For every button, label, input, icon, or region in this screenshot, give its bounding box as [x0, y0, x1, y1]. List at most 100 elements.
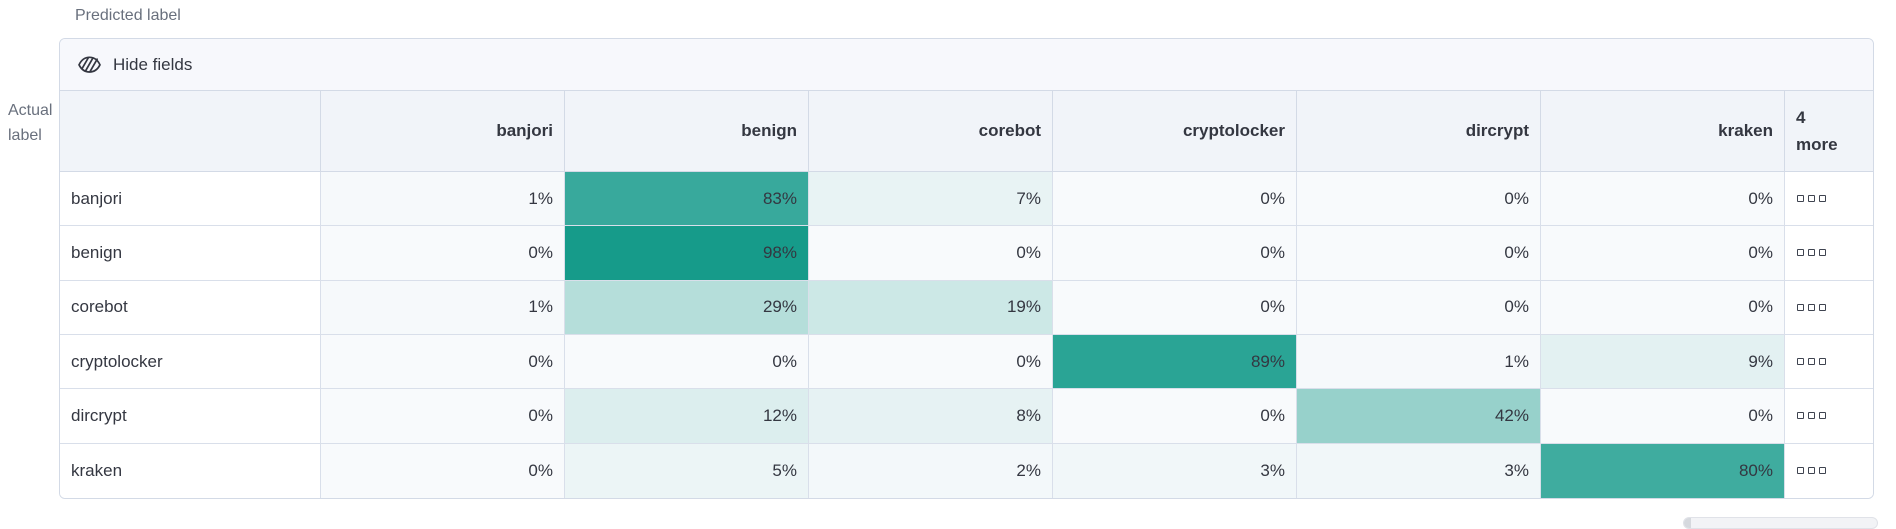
box-glyph	[1797, 467, 1804, 475]
hide-fields-label: Hide fields	[113, 54, 193, 74]
box-glyph	[1797, 303, 1804, 311]
cell-benign-corebot[interactable]: 0%	[809, 226, 1053, 281]
actual-axis-label: Actual label	[8, 99, 52, 149]
cell-dircrypt-cryptolocker[interactable]: 0%	[1053, 389, 1297, 444]
cell-cryptolocker-benign[interactable]: 0%	[565, 334, 809, 390]
cell-dircrypt-corebot[interactable]: 8%	[809, 389, 1053, 444]
cell-corebot-cryptolocker[interactable]: 0%	[1053, 280, 1297, 335]
predicted-axis-label: Predicted label	[75, 7, 181, 24]
box-glyph	[1819, 467, 1826, 475]
box-glyph	[1808, 412, 1815, 420]
box-glyph	[1819, 195, 1826, 203]
column-header-benign[interactable]: benign	[565, 91, 809, 172]
cell-banjori-banjori[interactable]: 1%	[321, 172, 565, 227]
box-glyph	[1819, 249, 1826, 257]
cell-corebot-banjori[interactable]: 1%	[321, 280, 565, 335]
box-glyph	[1819, 412, 1826, 420]
eye-closed-icon	[78, 56, 101, 73]
matrix-row-dircrypt: dircrypt 0% 12% 8% 0% 42% 0%	[60, 389, 1873, 444]
box-glyph	[1808, 303, 1815, 311]
matrix-row-corebot: corebot 1% 29% 19% 0% 0% 0%	[60, 280, 1873, 335]
row-more-actions-kraken[interactable]	[1785, 443, 1873, 498]
row-label-corebot: corebot	[60, 280, 321, 335]
matrix-row-cryptolocker: cryptolocker 0% 0% 0% 89% 1% 9%	[60, 334, 1873, 390]
cell-cryptolocker-corebot[interactable]: 0%	[809, 334, 1053, 390]
cell-benign-kraken[interactable]: 0%	[1541, 226, 1785, 281]
cell-benign-banjori[interactable]: 0%	[321, 226, 565, 281]
box-glyph	[1819, 303, 1826, 311]
cell-dircrypt-kraken[interactable]: 0%	[1541, 389, 1785, 444]
row-label-benign: benign	[60, 226, 321, 281]
boxes-horizontal-icon	[1797, 195, 1826, 203]
box-glyph	[1797, 412, 1804, 420]
cell-cryptolocker-cryptolocker[interactable]: 89%	[1053, 334, 1297, 390]
cell-banjori-kraken[interactable]: 0%	[1541, 172, 1785, 227]
column-header-dircrypt[interactable]: dircrypt	[1297, 91, 1541, 172]
row-more-actions-benign[interactable]	[1785, 226, 1873, 281]
row-more-actions-banjori[interactable]	[1785, 172, 1873, 227]
cell-cryptolocker-banjori[interactable]: 0%	[321, 334, 565, 390]
boxes-horizontal-icon	[1797, 412, 1826, 420]
cell-kraken-dircrypt[interactable]: 3%	[1297, 443, 1541, 498]
box-glyph	[1808, 467, 1815, 475]
cell-corebot-dircrypt[interactable]: 0%	[1297, 280, 1541, 335]
box-glyph	[1808, 195, 1815, 203]
hide-fields-button[interactable]: Hide fields	[60, 39, 1873, 91]
cell-kraken-corebot[interactable]: 2%	[809, 443, 1053, 498]
cell-corebot-kraken[interactable]: 0%	[1541, 280, 1785, 335]
cell-dircrypt-dircrypt[interactable]: 42%	[1297, 389, 1541, 444]
cell-benign-benign[interactable]: 98%	[565, 226, 809, 281]
more-word: more	[1796, 135, 1838, 154]
cell-banjori-benign[interactable]: 83%	[565, 172, 809, 227]
cell-banjori-dircrypt[interactable]: 0%	[1297, 172, 1541, 227]
cell-corebot-corebot[interactable]: 19%	[809, 280, 1053, 335]
column-header-banjori[interactable]: banjori	[321, 91, 565, 172]
cell-corebot-benign[interactable]: 29%	[565, 280, 809, 335]
boxes-horizontal-icon	[1797, 358, 1826, 366]
matrix-body: banjori 1% 83% 7% 0% 0% 0% benign 0% 98% 0% 0% 0% 0% c…	[60, 172, 1873, 498]
cell-benign-cryptolocker[interactable]: 0%	[1053, 226, 1297, 281]
box-glyph	[1797, 249, 1804, 257]
cell-benign-dircrypt[interactable]: 0%	[1297, 226, 1541, 281]
row-label-kraken: kraken	[60, 443, 321, 498]
horizontal-scrollbar[interactable]	[1683, 517, 1878, 529]
actual-axis-label-line2: label	[8, 126, 42, 144]
confusion-matrix-grid: Hide fields banjori benign corebot cryptolo…	[59, 38, 1874, 499]
row-label-banjori: banjori	[60, 172, 321, 227]
more-count: 4	[1796, 107, 1806, 127]
cell-banjori-cryptolocker[interactable]: 0%	[1053, 172, 1297, 227]
cell-banjori-corebot[interactable]: 7%	[809, 172, 1053, 227]
column-header-corebot[interactable]: corebot	[809, 91, 1053, 172]
cell-dircrypt-benign[interactable]: 12%	[565, 389, 809, 444]
cell-dircrypt-banjori[interactable]: 0%	[321, 389, 565, 444]
horizontal-scrollbar-thumb[interactable]	[1684, 518, 1691, 528]
row-more-actions-dircrypt[interactable]	[1785, 389, 1873, 444]
box-glyph	[1808, 249, 1815, 257]
cell-kraken-banjori[interactable]: 0%	[321, 443, 565, 498]
matrix-row-banjori: banjori 1% 83% 7% 0% 0% 0%	[60, 172, 1873, 227]
box-glyph	[1797, 195, 1804, 203]
box-glyph	[1819, 358, 1826, 366]
cell-cryptolocker-kraken[interactable]: 9%	[1541, 334, 1785, 390]
header-row: banjori benign corebot cryptolocker dircrypt…	[60, 91, 1873, 172]
boxes-horizontal-icon	[1797, 303, 1826, 311]
boxes-horizontal-icon	[1797, 249, 1826, 257]
column-header-cryptolocker[interactable]: cryptolocker	[1053, 91, 1297, 172]
corner-cell	[60, 91, 321, 172]
row-more-actions-cryptolocker[interactable]	[1785, 334, 1873, 390]
boxes-horizontal-icon	[1797, 467, 1826, 475]
cell-kraken-cryptolocker[interactable]: 3%	[1053, 443, 1297, 498]
box-glyph	[1808, 358, 1815, 366]
row-label-cryptolocker: cryptolocker	[60, 334, 321, 390]
cell-kraken-benign[interactable]: 5%	[565, 443, 809, 498]
column-header-kraken[interactable]: kraken	[1541, 91, 1785, 172]
row-more-actions-corebot[interactable]	[1785, 280, 1873, 335]
cell-cryptolocker-dircrypt[interactable]: 1%	[1297, 334, 1541, 390]
cell-kraken-kraken[interactable]: 80%	[1541, 443, 1785, 498]
box-glyph	[1797, 358, 1804, 366]
column-header-more[interactable]: 4 more	[1785, 91, 1873, 172]
actual-axis-label-line1: Actual	[8, 102, 53, 119]
matrix-row-kraken: kraken 0% 5% 2% 3% 3% 80%	[60, 443, 1873, 498]
row-label-dircrypt: dircrypt	[60, 389, 321, 444]
matrix-row-benign: benign 0% 98% 0% 0% 0% 0%	[60, 226, 1873, 281]
